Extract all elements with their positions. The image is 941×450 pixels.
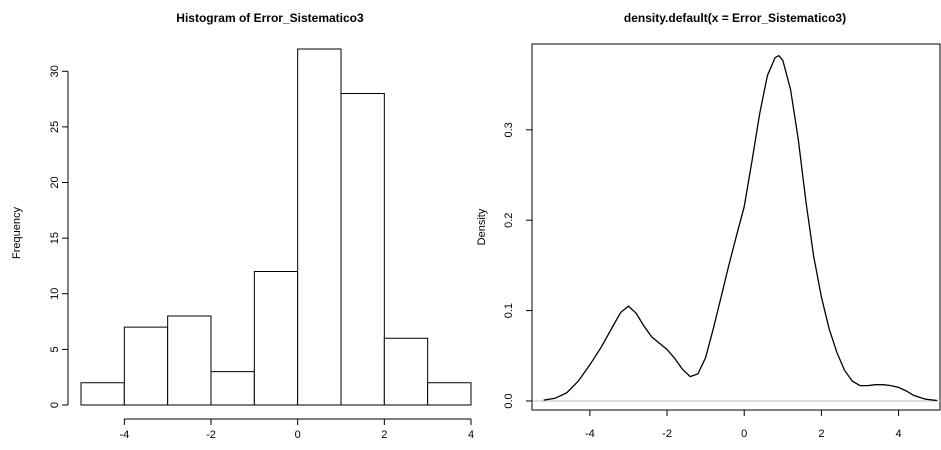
histogram-y-tick-label: 10 — [49, 288, 61, 300]
histogram-bar — [167, 315, 212, 406]
histogram-bar — [340, 93, 385, 406]
density-x-tick-label: 2 — [818, 428, 824, 440]
density-plot-box — [531, 43, 941, 411]
density-x-tick-label: -4 — [585, 428, 595, 440]
histogram-x-tick-label: 0 — [295, 429, 301, 441]
histogram-bar — [427, 382, 472, 406]
density-panel: density.default(x = Error_Sistematico3) … — [476, 11, 941, 440]
histogram-y-tick-label: 5 — [49, 346, 61, 352]
density-curve — [543, 54, 938, 402]
histogram-bar — [80, 382, 125, 406]
density-x-tick-label: 4 — [895, 428, 901, 440]
density-y-tick-label: 0.3 — [503, 122, 515, 137]
density-x-tick-label: -2 — [662, 428, 672, 440]
histogram-y-tick-label: 30 — [49, 65, 61, 77]
histogram-y-tick-label: 25 — [49, 121, 61, 133]
density-y-axis: 0.0 0.1 0.2 0.3 — [503, 122, 532, 409]
density-y-tick-label: 0.2 — [503, 213, 515, 228]
histogram-x-tick-label: 4 — [468, 429, 474, 441]
histogram-bar — [383, 337, 429, 406]
histogram-x-axis: -4 -2 0 2 4 — [119, 418, 474, 441]
density-y-axis-label: Density — [476, 208, 488, 245]
density-x-tick-label: 0 — [741, 428, 747, 440]
histogram-y-tick-label: 0 — [49, 402, 61, 408]
histogram-title: Histogram of Error_Sistematico3 — [176, 11, 364, 25]
histogram-y-axis-label: Frequency — [11, 207, 23, 259]
histogram-y-tick-label: 20 — [49, 176, 61, 188]
histogram-x-tick-label: -4 — [119, 429, 129, 441]
histogram-bar — [297, 48, 342, 406]
density-title: density.default(x = Error_Sistematico3) — [624, 11, 846, 25]
density-y-tick-label: 0.0 — [503, 393, 515, 408]
histogram-bar — [210, 371, 255, 406]
histogram-y-tick-label: 15 — [49, 232, 61, 244]
histogram-x-tick-label: 2 — [381, 429, 387, 441]
histogram-bar — [123, 326, 169, 406]
histogram-x-tick-label: -2 — [206, 429, 216, 441]
density-y-tick-label: 0.1 — [503, 303, 515, 318]
density-x-axis: -4 -2 0 2 4 — [585, 410, 902, 440]
histogram-panel: Histogram of Error_Sistematico3 Frequenc… — [11, 11, 474, 441]
histogram-bar — [253, 271, 299, 406]
histogram-y-axis: 0 5 10 15 20 25 30 — [49, 65, 69, 408]
histogram-bars — [80, 48, 472, 406]
